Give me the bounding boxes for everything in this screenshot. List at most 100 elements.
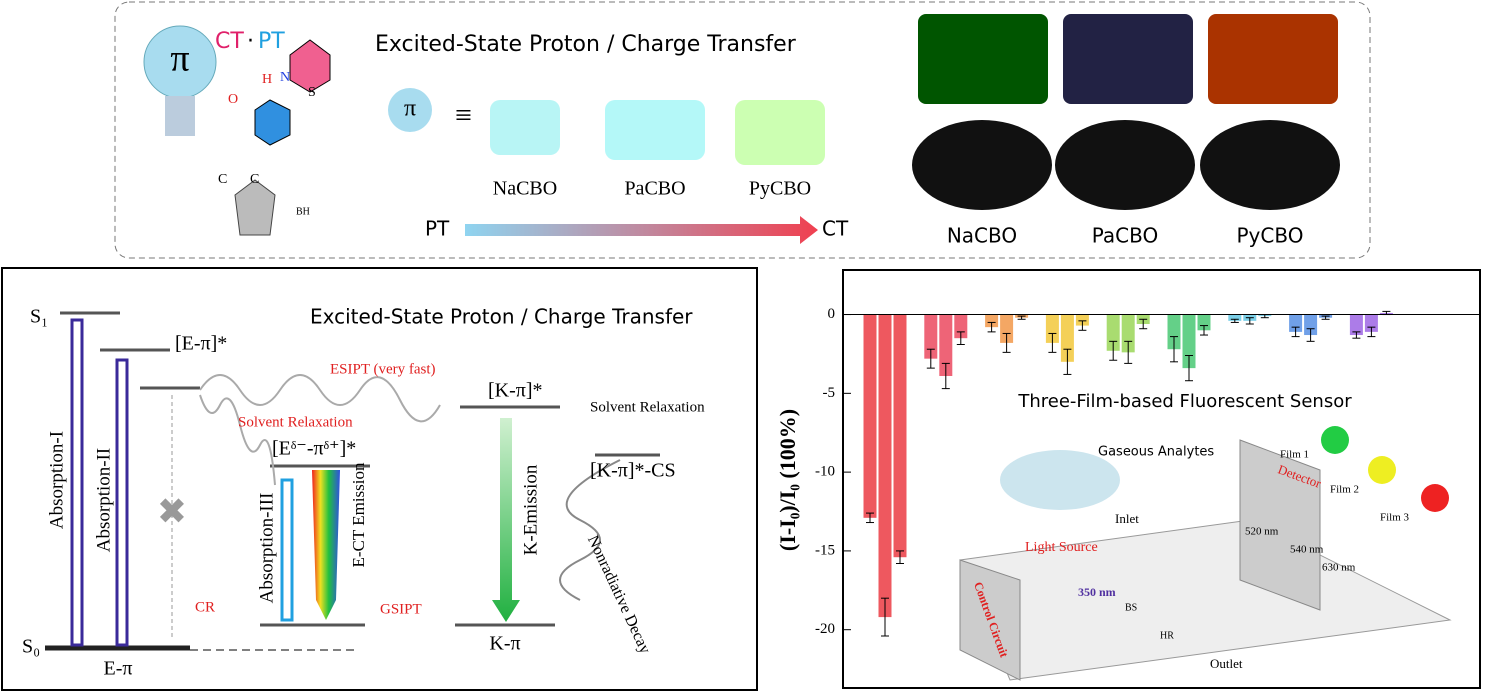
wavelength: 630 nm — [1322, 562, 1356, 574]
top-title: Excited-State Proton / Charge Transfer — [375, 32, 797, 57]
y-tick-label: 0 — [828, 306, 836, 322]
s1: S₁ — [30, 306, 48, 328]
ct-label: CT — [215, 29, 244, 54]
k-emission: K-Emission — [520, 464, 541, 555]
phenanthrene — [605, 100, 705, 160]
bar — [878, 314, 892, 618]
arrow-end: CT — [822, 217, 849, 241]
photo-vials — [1208, 14, 1338, 104]
detector-board — [1239, 439, 1321, 611]
gsipt: GSIPT — [380, 601, 422, 617]
pi-label: π — [170, 38, 189, 80]
hr: HR — [1160, 630, 1174, 641]
k-pi: K-π — [489, 633, 520, 655]
photo-label: PyCBO — [1237, 224, 1304, 248]
bar — [1060, 314, 1074, 362]
jablonski-frame — [1, 267, 758, 691]
photo-crystals — [1200, 120, 1340, 210]
absorption-3: Absorption-III — [256, 493, 277, 604]
benzo-ring — [289, 39, 331, 93]
molecule-label: PaCBO — [624, 178, 685, 200]
molecule-label: NaCBO — [493, 178, 557, 200]
photo-crystals — [1055, 120, 1195, 210]
bar — [924, 314, 938, 359]
ect-state: [Eᵟ⁻-πᵟ⁺]* — [272, 438, 356, 460]
bar — [1167, 314, 1181, 350]
bar — [1182, 314, 1196, 369]
k-pi-star: [K-π]* — [488, 380, 543, 402]
pyrene — [735, 100, 825, 165]
outlet: Outlet — [1210, 656, 1243, 671]
atom-c1: C — [218, 172, 227, 187]
top-panel-frame — [114, 1, 1371, 259]
abs-arrow — [70, 318, 84, 647]
y-tick-label: -10 — [815, 464, 835, 480]
photo-label: NaCBO — [947, 224, 1017, 248]
inset-title: Three-Film-based Fluorescent Sensor — [1017, 391, 1352, 412]
film-label: Film 2 — [1330, 484, 1359, 496]
nonradiative: Nonradiative Decay — [584, 533, 654, 657]
control-board — [959, 559, 1021, 681]
jablonski-title: Excited-State Proton / Charge Transfer — [310, 305, 693, 329]
k-arrow — [492, 418, 520, 622]
bar — [1304, 314, 1318, 336]
cr: CR — [195, 599, 215, 615]
light-source: Light Source — [1025, 540, 1098, 555]
photo-label: PaCBO — [1092, 224, 1159, 248]
bar — [1045, 314, 1059, 343]
phenol-ring — [254, 99, 291, 146]
bar — [893, 314, 907, 558]
film-label: Film 3 — [1380, 512, 1410, 524]
equiv: ≡ — [455, 99, 472, 132]
pt-label: PT — [258, 29, 285, 54]
dot: · — [247, 29, 254, 54]
cross: ✖ — [157, 491, 187, 531]
e-pi-star: [E-π]* — [175, 333, 227, 355]
bar — [863, 314, 877, 518]
molecule-label: PyCBO — [749, 178, 811, 200]
photo-vials — [918, 14, 1048, 104]
wavelength: 520 nm — [1245, 526, 1279, 538]
pi-bulb-small — [388, 88, 432, 132]
arrow-start: PT — [425, 217, 450, 241]
bar — [939, 314, 953, 376]
esipt: ESIPT (very fast) — [330, 361, 436, 377]
film — [1321, 426, 1349, 454]
bar — [1075, 314, 1089, 326]
abs-arrow — [280, 478, 294, 622]
bs: BS — [1125, 602, 1137, 613]
chart-frame — [842, 269, 1481, 689]
bar — [1228, 314, 1242, 321]
atom-c2: C — [250, 172, 259, 187]
bar — [1349, 314, 1363, 336]
wave — [199, 374, 441, 423]
wave — [559, 459, 621, 601]
bulb-base — [165, 96, 195, 136]
pi-small: π — [404, 96, 416, 122]
bar — [1197, 314, 1211, 331]
y-tick-label: -20 — [815, 621, 835, 637]
wave — [199, 394, 276, 486]
naphthalene — [490, 100, 560, 155]
s0: S₀ — [22, 636, 40, 658]
levels — [45, 311, 660, 651]
e-pi: E-π — [104, 658, 133, 680]
sensor-inset — [959, 426, 1452, 681]
bar — [985, 314, 999, 328]
bar — [1121, 314, 1135, 353]
absorption-2: Absorption-II — [93, 448, 114, 552]
atom-bh: BH — [296, 206, 310, 217]
abs-arrow — [115, 358, 129, 647]
k-cs: [K-π]*-CS — [590, 460, 676, 482]
atom-n: N — [280, 70, 290, 85]
film — [1421, 484, 1449, 512]
ect-arrow — [312, 470, 340, 620]
analytes: Gaseous Analytes — [1098, 445, 1214, 460]
atom-s: S — [308, 85, 316, 100]
ect-emission: E-CT Emission — [349, 462, 368, 567]
film-label: Film 1 — [1280, 449, 1309, 461]
inlet: Inlet — [1115, 511, 1139, 526]
photo-vials — [1063, 14, 1193, 104]
